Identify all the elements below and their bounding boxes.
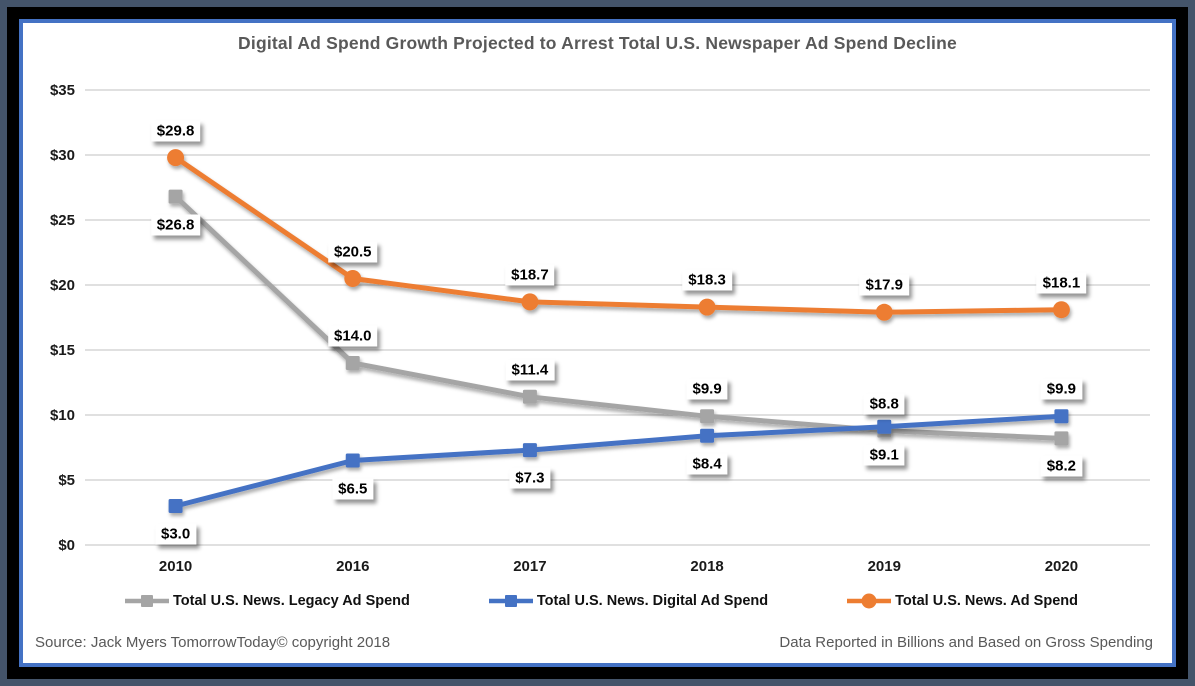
footer: Source: Jack Myers TomorrowToday© copyri… [35, 634, 1153, 651]
black-frame: Digital Ad Spend Growth Projected to Arr… [7, 7, 1188, 679]
legend-marker-icon [847, 593, 892, 609]
y-tick-label: $5 [58, 472, 75, 489]
data-point-marker [168, 499, 183, 513]
line-chart-plot-area: $0$5$10$15$20$25$30$35 2010 2016 2017 2018 2… [50, 82, 1150, 575]
gridlines [85, 89, 1150, 546]
data-point-marker [522, 443, 537, 458]
x-tick-label-2019: 2019 [868, 558, 901, 575]
data-point-marker [1054, 409, 1069, 424]
y-tick-label: $35 [50, 82, 75, 99]
legend-label: Total U.S. News. Legacy Ad Spend [173, 593, 410, 609]
data-point-marker [345, 453, 360, 468]
data-point-marker [700, 428, 715, 443]
data-point-marker [344, 270, 362, 287]
data-point-marker [700, 409, 715, 424]
source-note: Source: Jack Myers TomorrowToday© copyri… [35, 634, 391, 651]
y-tick-label: $25 [50, 212, 75, 229]
y-tick-label: $30 [50, 147, 75, 164]
legend-item-total-u-s-news-digital-ad-spend: Total U.S. News. Digital Ad Spend [488, 593, 768, 609]
y-tick-label: $0 [58, 537, 75, 554]
data-point-marker [1054, 431, 1069, 446]
data-point-marker [698, 298, 716, 316]
series-total-u-s-news-ad-spend [167, 149, 1070, 321]
legend-label: Total U.S. News. Ad Spend [895, 593, 1078, 609]
chart-title: Digital Ad Spend Growth Projected to Arr… [238, 33, 957, 53]
x-axis-tick-labels: 2010 2016 2017 2018 2019 2020 [159, 558, 1078, 575]
x-tick-label-2016: 2016 [336, 558, 369, 575]
data-point-marker [521, 293, 539, 311]
series-lines [167, 149, 1070, 513]
chart-legend: Total U.S. News. Legacy Ad Spend Total U.… [124, 593, 1078, 609]
x-tick-label-2020: 2020 [1045, 558, 1078, 575]
data-point-marker [1052, 301, 1070, 319]
legend-marker-icon [488, 595, 533, 607]
y-tick-label: $20 [50, 277, 75, 294]
data-point-marker [877, 419, 892, 434]
legend-marker-icon [125, 595, 169, 607]
data-point-marker [875, 303, 893, 321]
data-point-marker [168, 189, 183, 204]
legend-label: Total U.S. News. Digital Ad Spend [536, 593, 769, 609]
legend-item-total-u-s-news-legacy-ad-spend: Total U.S. News. Legacy Ad Spend [124, 593, 410, 609]
y-tick-label: $10 [50, 407, 75, 424]
blue-frame: Digital Ad Spend Growth Projected to Arr… [19, 19, 1176, 667]
data-point-marker [522, 389, 537, 404]
legend-item-total-u-s-news-ad-spend: Total U.S. News. Ad Spend [846, 593, 1078, 609]
series-total-u-s-news-legacy-ad-spend [168, 189, 1069, 446]
data-point-marker [345, 356, 360, 370]
x-tick-label-2018: 2018 [690, 558, 723, 575]
data-point-marker [167, 149, 185, 167]
chart-canvas: Digital Ad Spend Growth Projected to Arr… [23, 23, 1172, 663]
data-note: Data Reported in Billions and Based on G… [779, 634, 1153, 651]
y-tick-label: $15 [50, 342, 75, 359]
series-total-u-s-news-digital-ad-spend [168, 409, 1069, 513]
x-tick-label-2017: 2017 [513, 558, 546, 575]
x-tick-label-2010: 2010 [159, 558, 192, 575]
y-axis-tick-labels: $0 $5 $10 $15 $20 $25 $30 $35 [50, 82, 75, 554]
